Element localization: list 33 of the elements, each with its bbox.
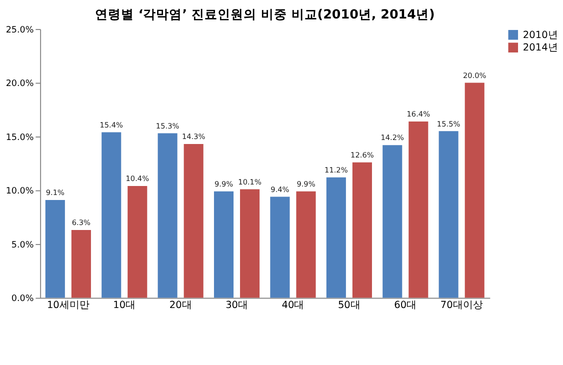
x-tick-label: 10대 <box>113 300 136 312</box>
bar <box>270 196 290 298</box>
bar <box>408 121 428 298</box>
bar <box>296 191 316 298</box>
x-tick-label: 60대 <box>394 300 417 312</box>
bar <box>326 177 346 298</box>
y-tick-label: 25.0% <box>6 25 34 36</box>
bar <box>102 132 122 298</box>
y-tick-label: 15.0% <box>6 132 34 143</box>
bar <box>464 82 484 298</box>
bar <box>438 131 458 298</box>
x-tick-label: 40대 <box>282 300 304 312</box>
bar <box>184 144 204 298</box>
bar <box>240 189 260 298</box>
bar <box>352 162 372 298</box>
x-tick-label: 70대이상 <box>440 300 483 312</box>
bar <box>71 230 91 298</box>
bar <box>382 145 402 298</box>
y-tick-label: 20.0% <box>6 79 34 90</box>
x-tick-label: 20대 <box>169 300 192 312</box>
bar <box>158 133 178 298</box>
x-tick-label: 10세미만 <box>46 300 90 312</box>
legend-label: 2014년 <box>522 42 558 54</box>
y-tick-label: 5.0% <box>11 240 34 250</box>
y-tick-label: 10.0% <box>6 186 34 197</box>
x-tick-label: 50대 <box>338 300 360 312</box>
bar <box>214 191 234 298</box>
x-tick-label: 30대 <box>226 300 248 312</box>
legend-label: 2010년 <box>522 30 558 41</box>
chart-title: 연령별 ‘각막염’ 진료인원의 비중 비교(2010년, 2014년) <box>94 6 435 22</box>
y-tick-label: 0.0% <box>11 294 34 304</box>
bar <box>128 186 148 298</box>
bar <box>45 200 65 298</box>
